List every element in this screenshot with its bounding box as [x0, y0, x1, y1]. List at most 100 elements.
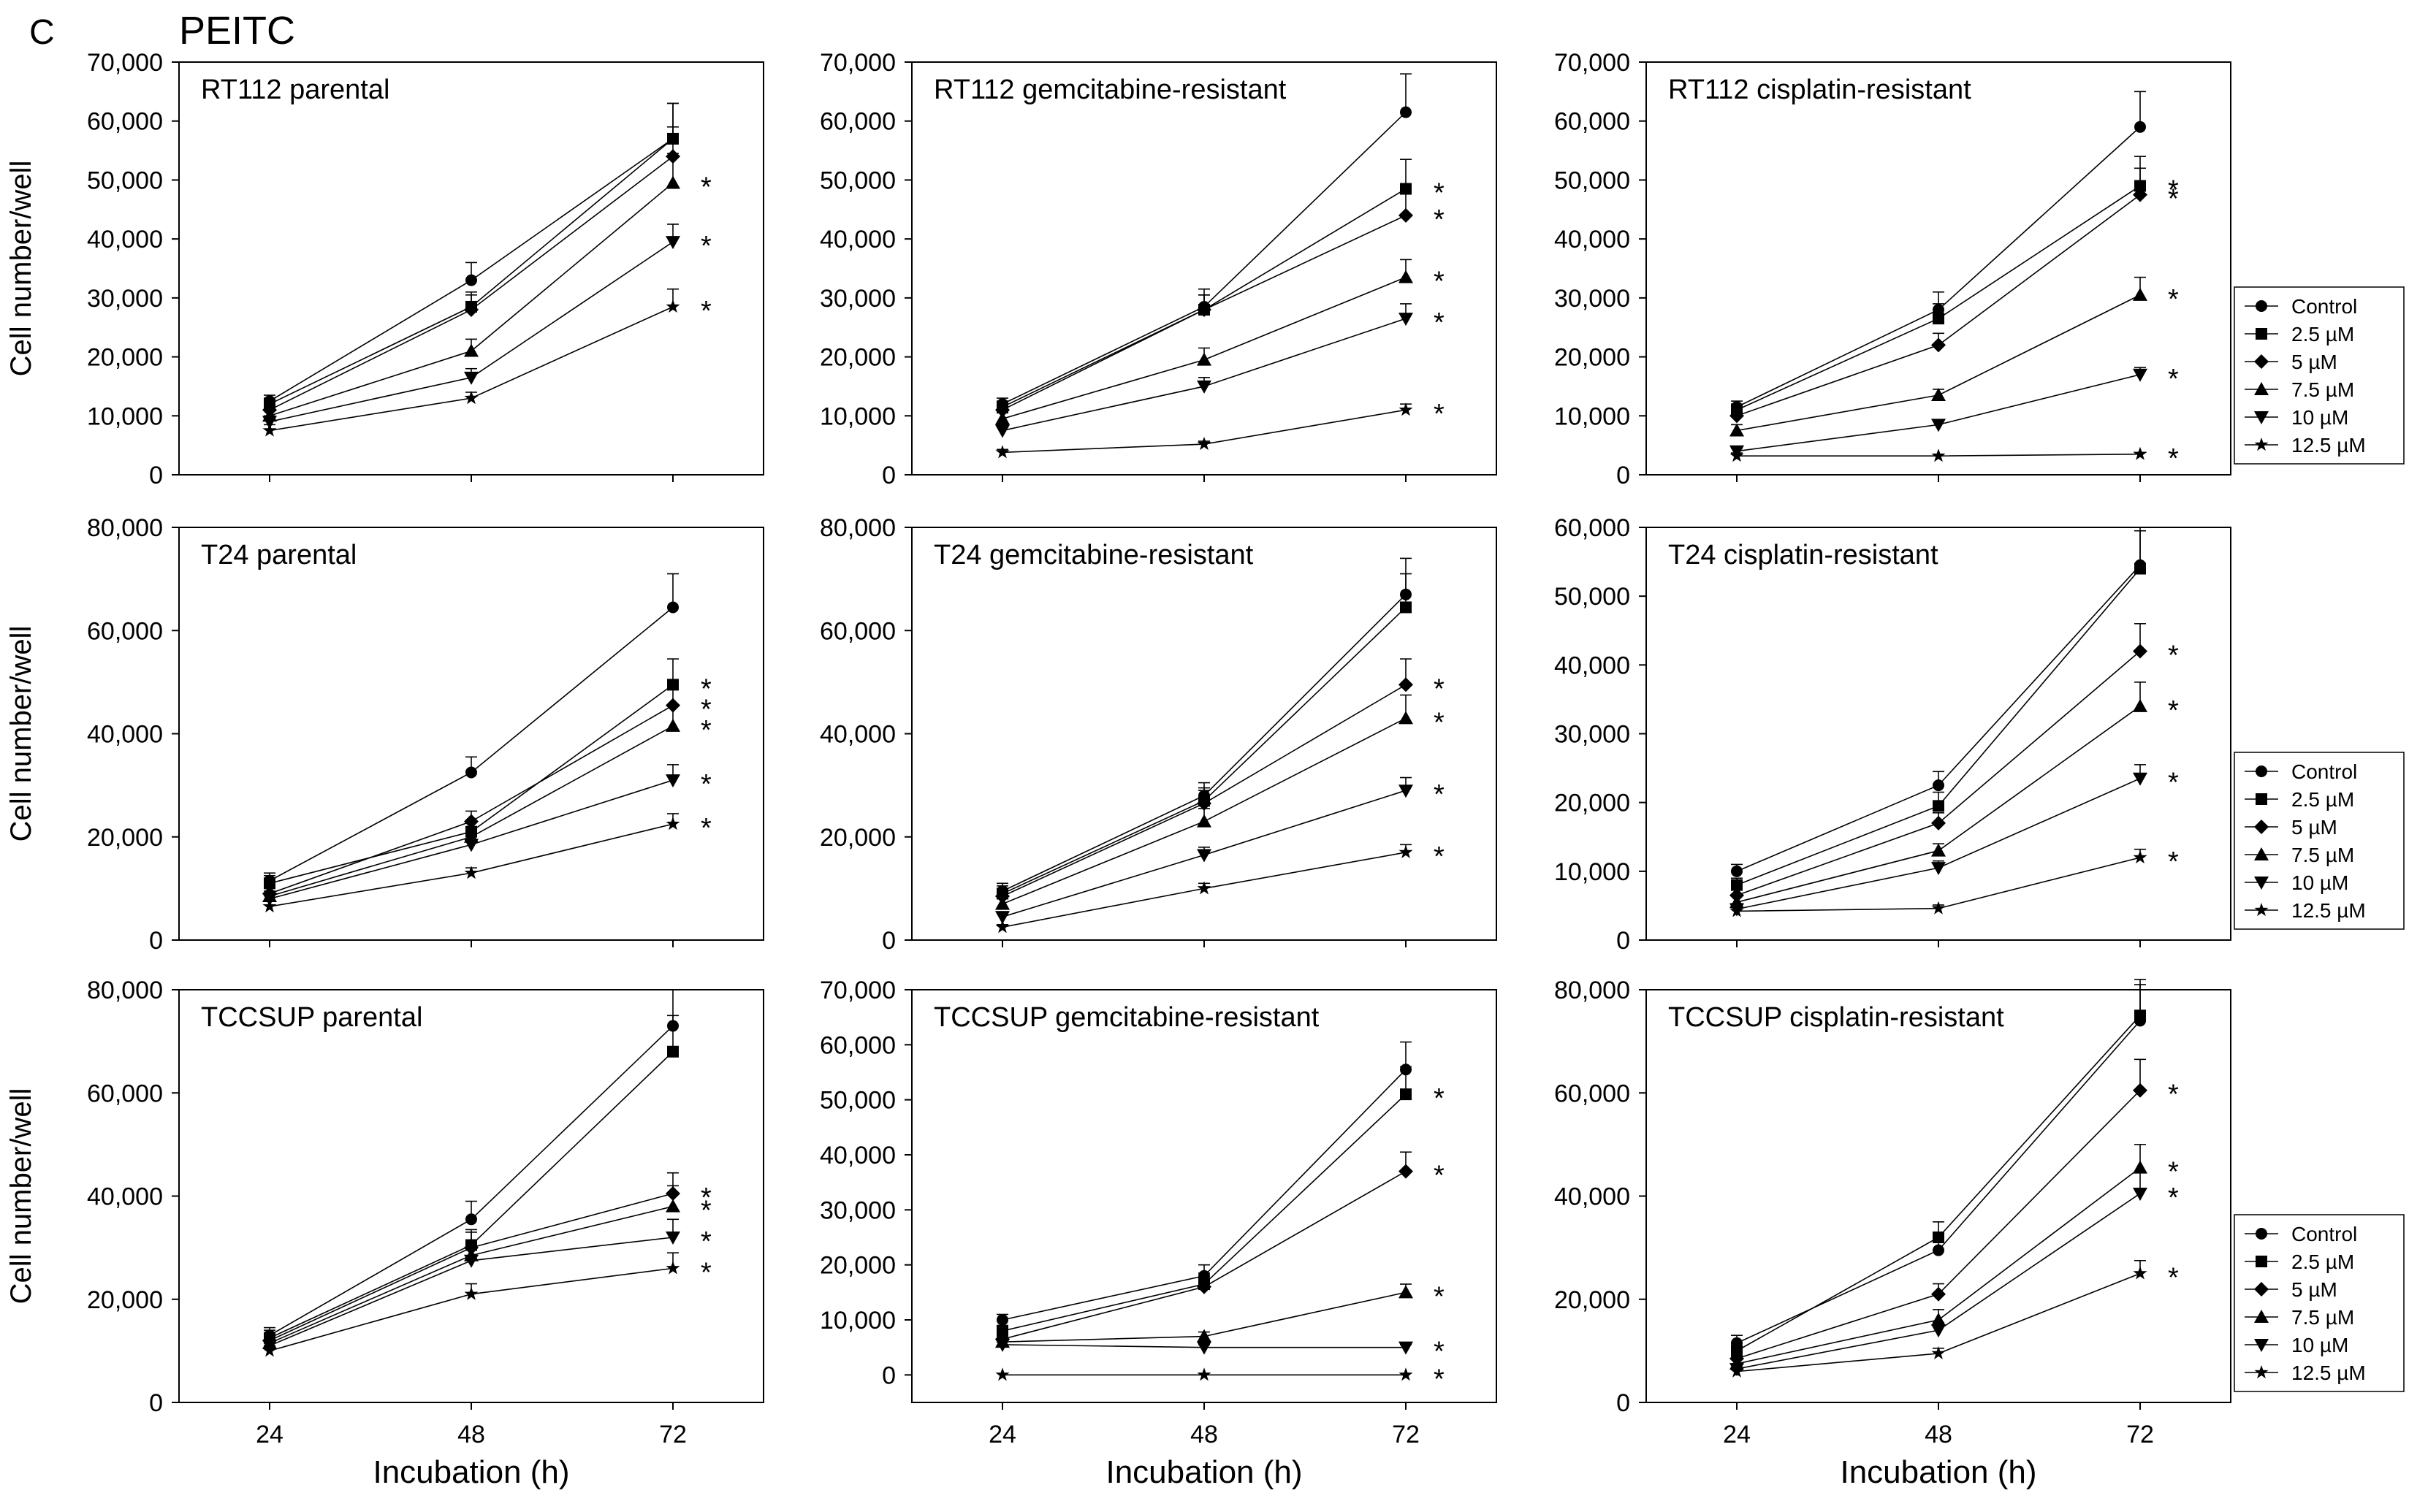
- data-point-12-5-m: [1197, 437, 1211, 451]
- data-point-5-m: [1398, 207, 1413, 223]
- chart-tccsup-cisplatin-resistant: TCCSUP cisplatin-resistant 0 20,000 40,000 6…: [1554, 977, 2405, 1490]
- significance-asterisk: *: [1434, 1337, 1445, 1367]
- data-point-7-5-m: [1197, 814, 1211, 828]
- data-point-12-5-m: [1931, 448, 1946, 462]
- legend-label: 10 µM: [2291, 1334, 2348, 1356]
- data-point-12-5-m: [1197, 881, 1211, 895]
- chart-rt112-parental: RT112 parental 0 10,000 20,000 30,000 40,000 5…: [5, 49, 764, 489]
- legend-marker-control: [2256, 300, 2267, 312]
- legend-marker-10-m: [2254, 877, 2269, 890]
- y-tick-label: 40,000: [820, 1142, 896, 1169]
- data-point-5-m: [1398, 1164, 1413, 1179]
- data-point-10-m: [1931, 862, 1946, 876]
- x-tick-label: 72: [659, 1421, 687, 1448]
- chart-title: TCCSUP cisplatin-resistant: [1668, 1002, 2004, 1033]
- y-tick-label: 40,000: [1554, 226, 1630, 253]
- chart-tccsup-parental: TCCSUP parental 0 20,000 40,000 60,000 80,000…: [5, 977, 764, 1490]
- data-point-control: [997, 1314, 1008, 1326]
- x-axis-label: Incubation (h): [1105, 1454, 1302, 1490]
- series-line-10-m: [1736, 1193, 2141, 1370]
- panel-letter: C: [29, 13, 55, 52]
- significance-asterisk: *: [1434, 841, 1445, 872]
- legend-label: 7.5 µM: [2291, 378, 2354, 401]
- data-point-2-5-m: [667, 1045, 679, 1058]
- legend-label: 10 µM: [2291, 406, 2348, 429]
- x-axis-label: Incubation (h): [1840, 1454, 2036, 1490]
- legend: Control 2.5 µM 5 µM 7.5 µM 10 µM 12.5 µM: [2234, 1214, 2405, 1392]
- data-point-12-5-m: [262, 899, 277, 913]
- legend-marker-2-5-m: [2256, 1256, 2267, 1267]
- significance-asterisk: *: [701, 1196, 712, 1226]
- data-point-12-5-m: [1931, 901, 1946, 915]
- legend-box: [2234, 286, 2405, 465]
- y-tick-label: 20,000: [820, 1252, 896, 1280]
- data-point-10-m: [995, 424, 1010, 438]
- chart-tccsup-gemcitabine-resistant: TCCSUP gemcitabine-resistant 0 10,000 20,00…: [820, 977, 1497, 1490]
- data-point-control: [1731, 865, 1743, 877]
- data-point-5-m: [1197, 795, 1211, 811]
- y-tick-label: 0: [882, 927, 896, 955]
- data-point-12-5-m: [995, 445, 1010, 459]
- series-line-control: [1736, 126, 2141, 408]
- data-point-12-5-m: [666, 1261, 680, 1275]
- significance-asterisk: *: [701, 231, 712, 261]
- legend: Control 2.5 µM 5 µM 7.5 µM 10 µM 12.5 µM: [2234, 752, 2405, 930]
- significance-asterisk: *: [1434, 267, 1445, 297]
- data-point-10-m: [2133, 368, 2147, 382]
- data-point-12-5-m: [666, 817, 680, 831]
- y-tick-label: 50,000: [1554, 583, 1630, 611]
- series-line-2-5-m: [1736, 568, 2141, 886]
- data-point-7-5-m: [1398, 270, 1413, 283]
- y-tick-label: 0: [149, 462, 163, 489]
- legend-box: [2234, 752, 2405, 930]
- y-tick-label: 20,000: [87, 344, 163, 372]
- x-tick-label: 72: [2126, 1421, 2154, 1448]
- significance-asterisk: *: [1434, 399, 1445, 429]
- chart-title: RT112 parental: [201, 75, 389, 105]
- legend-label: 5 µM: [2291, 816, 2337, 839]
- significance-asterisk: *: [2168, 768, 2179, 798]
- data-point-10-m: [666, 1232, 680, 1245]
- legend-marker-control: [2256, 1228, 2267, 1240]
- data-point-12-5-m: [995, 1367, 1010, 1381]
- chart-rt112-cisplatin-resistant: RT112 cisplatin-resistant 0 10,000 20,000 30…: [1554, 49, 2405, 489]
- data-point-2-5-m: [1400, 601, 1412, 614]
- y-tick-label: 60,000: [1554, 1080, 1630, 1107]
- data-point-10-m: [995, 1338, 1010, 1352]
- significance-asterisk: *: [2168, 1183, 2179, 1213]
- data-point-2-5-m: [1400, 1088, 1412, 1101]
- significance-asterisk: *: [1434, 308, 1445, 338]
- significance-asterisk: *: [701, 695, 712, 725]
- y-tick-label: 40,000: [1554, 652, 1630, 679]
- data-point-10-m: [464, 839, 479, 852]
- data-point-12-5-m: [2133, 446, 2147, 460]
- y-tick-label: 20,000: [87, 1286, 163, 1314]
- legend-marker-10-m: [2254, 1339, 2269, 1352]
- significance-asterisk: *: [2168, 847, 2179, 877]
- data-point-7-5-m: [1729, 423, 1744, 437]
- legend-label: 10 µM: [2291, 871, 2348, 894]
- y-tick-label: 20,000: [1554, 344, 1630, 372]
- data-point-7-5-m: [1931, 843, 1946, 857]
- series-line-2-5-m: [269, 684, 674, 885]
- chart-t24-parental: T24 parental020,00040,00060,00080,000***…: [5, 514, 764, 955]
- legend-marker-5-m: [2254, 354, 2269, 369]
- significance-asterisk: *: [701, 813, 712, 844]
- significance-asterisk: *: [701, 172, 712, 202]
- y-tick-label: 20,000: [820, 344, 896, 372]
- y-tick-label: 10,000: [1554, 858, 1630, 886]
- significance-asterisk: *: [1434, 178, 1445, 209]
- series-line-7-5-m: [269, 1205, 674, 1344]
- data-point-12-5-m: [1197, 1367, 1211, 1381]
- data-point-2-5-m: [2134, 562, 2146, 575]
- data-point-7-5-m: [1931, 388, 1946, 402]
- legend-label: Control: [2291, 760, 2357, 783]
- legend-label: Control: [2291, 295, 2357, 318]
- significance-asterisk: *: [701, 769, 712, 800]
- y-tick-label: 0: [882, 462, 896, 489]
- legend-label: 12.5 µM: [2291, 899, 2366, 922]
- significance-asterisk: *: [2168, 641, 2179, 671]
- x-tick-label: 48: [1190, 1421, 1218, 1448]
- data-point-10-m: [995, 911, 1010, 925]
- y-axis-label: Cell number/well: [5, 626, 37, 842]
